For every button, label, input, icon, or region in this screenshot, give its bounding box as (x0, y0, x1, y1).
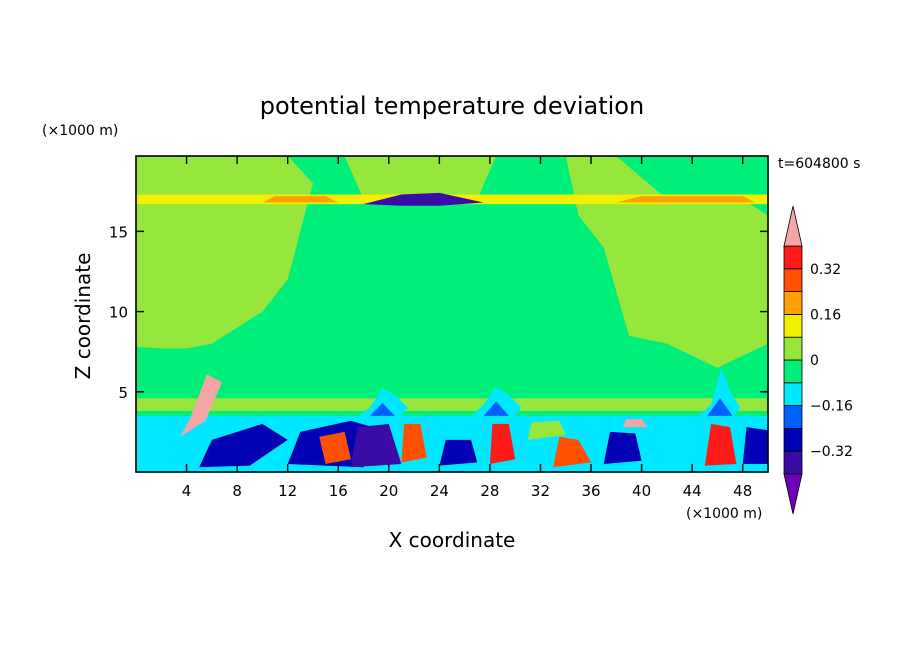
plot-frame (135, 155, 769, 473)
colorbar-swatch (783, 291, 803, 315)
x-tick-label: 40 (632, 482, 651, 500)
contour-region-upper-mid-positive (344, 156, 497, 200)
contour-region-plume-core-19km (369, 403, 396, 416)
contour-region-bl-dark-1 (199, 423, 288, 468)
x-tick-label: 24 (430, 482, 449, 500)
contour-region-cap-41km (622, 419, 648, 428)
x-tick-label: 28 (480, 482, 499, 500)
y-axis-ticks: 5 10 15 (109, 223, 768, 402)
colorbar-swatch (783, 405, 803, 429)
y-tick-label: 10 (109, 304, 128, 322)
colorbar-tick-label: 0.16 (810, 307, 841, 323)
colorbar-min-arrow (783, 473, 803, 515)
contour-region-bl-warm-1 (319, 431, 351, 464)
contour-region-plume-4-6km (180, 374, 222, 437)
contour-region-bump-28km (471, 387, 522, 416)
contour-region-bl-purple-1 (350, 423, 402, 468)
colorbar-swatch (783, 336, 803, 361)
contour-region-bl-warm-2 (401, 423, 427, 463)
y-tick-label: 15 (109, 223, 128, 241)
x-tick-label: 8 (232, 482, 242, 500)
colorbar-max-arrow (783, 205, 803, 247)
contour-region-bl-warm-3 (489, 423, 516, 464)
x-tick-label: 16 (329, 482, 348, 500)
contour-region-plume-core-28km (483, 401, 509, 416)
x-tick-label: 4 (182, 482, 192, 500)
colorbar: 0.32 0.16 0 −0.16 −0.32 (783, 205, 853, 515)
x-tick-label: 12 (278, 482, 297, 500)
contour-region-low-mid-band (136, 398, 768, 411)
y-tick-label: 5 (118, 384, 128, 402)
y-axis-label: Z coordinate (71, 253, 95, 380)
contour-region-upper-band-warm-left (262, 196, 339, 203)
x-axis-ticks: 4 8 12 16 20 24 28 32 36 40 44 48 (182, 156, 752, 500)
chart-title: potential temperature deviation (260, 92, 644, 120)
x-tick-label: 32 (531, 482, 550, 500)
colorbar-swatch (783, 245, 803, 270)
colorbar-swatch (783, 427, 803, 452)
colorbar-tick-label: −0.32 (810, 444, 853, 460)
colorbar-swatch (783, 268, 803, 292)
contour-region-bl-dark-5 (742, 427, 768, 464)
contour-region-bl-green-1 (527, 420, 566, 440)
x-tick-label: 48 (733, 482, 752, 500)
contour-region-plume-core-46km (707, 398, 733, 416)
colorbar-swatch (783, 359, 803, 384)
contour-region-right-positive (565, 156, 768, 368)
contour-region-upper-left-positive (136, 156, 313, 349)
x-axis-label: X coordinate (389, 528, 516, 552)
colorbar-tick-label: −0.16 (810, 399, 853, 415)
x-axis-unit: (×1000 m) (686, 506, 762, 522)
contour-region-bl-warm-4 (553, 436, 591, 468)
colorbar-tick-label: 0.32 (810, 262, 841, 278)
contour-region-bl-warm-5 (704, 423, 737, 466)
x-tick-label: 44 (683, 482, 702, 500)
colorbar-swatch (783, 313, 803, 338)
contour-region-bump-46km (698, 367, 741, 416)
colorbar-swatch (783, 382, 803, 406)
contour-region-bl-dark-3 (439, 439, 478, 466)
contour-field (136, 156, 768, 472)
colorbar-swatch (783, 450, 803, 475)
x-tick-label: 36 (581, 482, 600, 500)
contour-region-bl-dark-4 (603, 431, 642, 464)
contour-region-upper-cold-lens (363, 192, 484, 206)
x-tick-label: 20 (379, 482, 398, 500)
contour-region-upper-band-warm-right (616, 196, 756, 203)
y-axis-unit: (×1000 m) (42, 123, 118, 139)
contour-region-bump-19km (357, 388, 408, 416)
time-label: t=604800 s (778, 156, 860, 172)
colorbar-tick-label: 0 (810, 353, 819, 369)
